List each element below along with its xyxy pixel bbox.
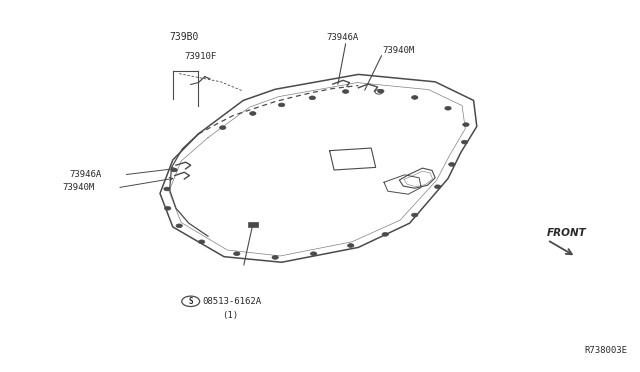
Text: 739B0: 739B0 <box>170 32 199 42</box>
Circle shape <box>348 244 354 247</box>
Text: (1): (1) <box>222 311 239 320</box>
Circle shape <box>310 252 317 256</box>
Circle shape <box>176 224 182 228</box>
Text: S: S <box>188 297 193 306</box>
Text: R738003E: R738003E <box>584 346 627 355</box>
Circle shape <box>342 90 349 93</box>
Circle shape <box>198 240 205 244</box>
Circle shape <box>234 252 240 256</box>
Text: 73910F: 73910F <box>184 52 216 61</box>
Circle shape <box>171 168 177 172</box>
Text: 73940M: 73940M <box>63 183 95 192</box>
Circle shape <box>309 96 316 100</box>
Circle shape <box>250 112 256 115</box>
Circle shape <box>382 232 388 236</box>
Circle shape <box>220 126 226 129</box>
Bar <box>248 222 258 227</box>
Circle shape <box>378 89 384 93</box>
Circle shape <box>164 187 170 191</box>
Text: 73946A: 73946A <box>326 33 358 42</box>
Circle shape <box>272 256 278 259</box>
Circle shape <box>461 140 468 144</box>
Circle shape <box>412 96 418 99</box>
Circle shape <box>449 163 455 166</box>
Circle shape <box>164 206 171 210</box>
Text: FRONT: FRONT <box>547 228 587 237</box>
Text: 73946A: 73946A <box>69 170 101 179</box>
Circle shape <box>278 103 285 107</box>
Text: 08513-6162A: 08513-6162A <box>202 297 261 306</box>
Circle shape <box>435 185 441 189</box>
Circle shape <box>463 123 469 126</box>
Text: 73940M: 73940M <box>383 46 415 55</box>
Circle shape <box>445 106 451 110</box>
Circle shape <box>412 213 418 217</box>
